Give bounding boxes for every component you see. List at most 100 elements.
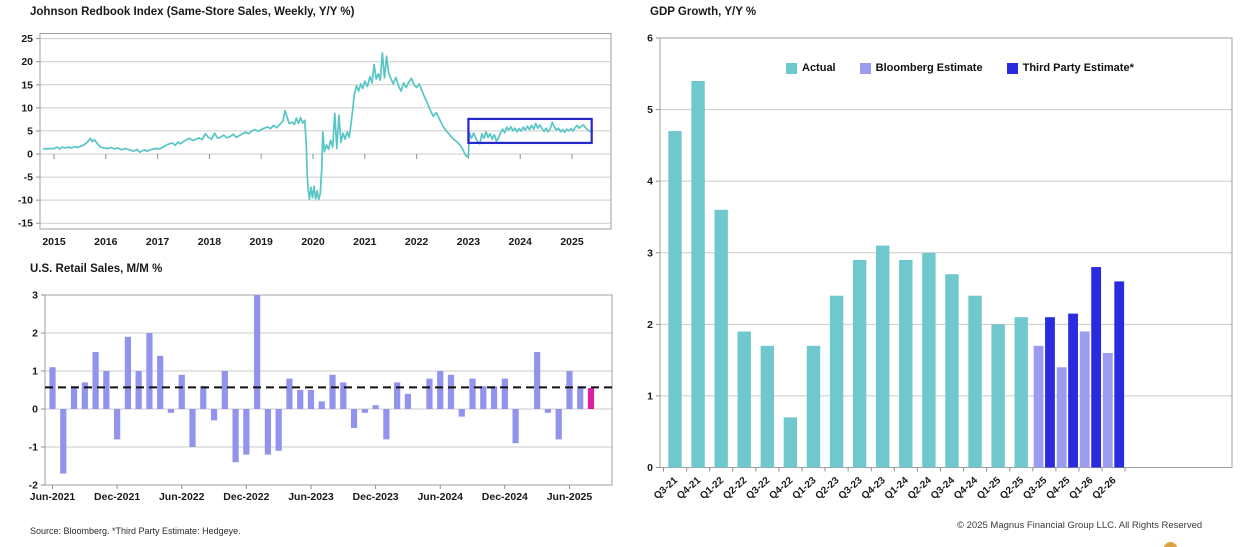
svg-text:0: 0 [27,149,33,161]
retail-bar [178,374,185,409]
svg-text:2023: 2023 [457,236,481,248]
legend-item-third-party-estimate: Third Party Estimate* [1006,62,1134,74]
gdp-actual-bar [783,417,798,468]
svg-text:Q4-24: Q4-24 [952,475,980,502]
retail-bar [243,409,250,455]
retail-bar [307,390,315,409]
retail-bar [286,378,293,409]
retail-bar [340,382,347,409]
retail-sales-chart-title: U.S. Retail Sales, M/M % [30,263,163,275]
bloomberg-estimate-series-swatch-icon [859,62,871,74]
retail-bar [189,409,196,447]
retail-bar [210,409,218,421]
svg-text:Jun-2025: Jun-2025 [547,491,593,503]
partial-logo-icon [1163,542,1178,547]
svg-text:Q3-24: Q3-24 [929,475,957,502]
gdp-bars [668,80,1125,468]
svg-text:Dec-2021: Dec-2021 [94,491,140,503]
retail-bar [404,393,412,409]
svg-text:Q2-24: Q2-24 [906,475,934,502]
gdp-bloomberg-estimate-bar [1056,367,1067,468]
svg-text:2: 2 [647,319,653,331]
retail-bar [200,386,207,409]
svg-text:Q3-21: Q3-21 [652,475,680,502]
svg-text:2019: 2019 [250,236,274,248]
svg-text:6: 6 [647,33,653,45]
svg-text:3: 3 [32,290,38,302]
retail-bar [232,409,239,463]
svg-text:Q3-23: Q3-23 [837,475,865,502]
svg-text:Q3-25: Q3-25 [1021,475,1049,502]
svg-text:2025: 2025 [560,236,584,248]
svg-text:Q1-26: Q1-26 [1067,475,1095,502]
legend-item-actual: Actual [786,62,836,74]
gdp-actual-bar [806,345,821,468]
gdp-actual-bar [968,295,982,468]
svg-text:2017: 2017 [146,236,170,248]
legend-label: Bloomberg Estimate [875,62,983,74]
svg-text:Q1-25: Q1-25 [975,475,1003,502]
svg-text:Q4-22: Q4-22 [767,475,795,502]
source-note: Source: Bloomberg. *Third Party Estimate… [30,526,241,536]
gdp-chart-title: GDP Growth, Y/Y % [650,6,757,18]
svg-text:Dec-2022: Dec-2022 [223,491,269,503]
svg-text:Q1-24: Q1-24 [883,475,911,502]
gdp-legend: Actual Bloomberg Estimate Third Party Es… [786,62,1134,74]
svg-text:Jun-2022: Jun-2022 [159,491,205,503]
svg-text:-5: -5 [24,172,33,184]
gdp-chart: 0123456Q3-21Q4-21Q1-22Q2-22Q3-22Q4-22Q1-… [647,33,1233,502]
gdp-bloomberg-estimate-bar [1079,331,1090,468]
third-party-estimate-series-swatch-icon [1006,62,1018,74]
svg-text:Jun-2021: Jun-2021 [30,491,76,503]
svg-text:2018: 2018 [198,236,222,248]
retail-bar [361,409,368,413]
retail-bar [114,409,121,440]
gdp-actual-bar [668,131,682,468]
redbook-series-line [42,52,591,201]
retail-bar [383,409,390,440]
svg-text:1: 1 [32,366,38,378]
svg-text:-2: -2 [29,480,38,492]
retail-bar [135,371,142,409]
retail-bar [146,333,153,409]
svg-text:Jun-2023: Jun-2023 [288,491,334,503]
retail-bar [264,409,271,455]
svg-text:Q2-25: Q2-25 [998,475,1026,502]
svg-text:Jun-2024: Jun-2024 [417,491,463,503]
legend-label: Third Party Estimate* [1022,62,1134,74]
svg-text:Dec-2023: Dec-2023 [353,491,399,503]
svg-text:2020: 2020 [301,236,325,248]
retail-bar [254,295,261,409]
svg-text:Q4-25: Q4-25 [1044,475,1072,502]
retail-bar [221,371,228,409]
gdp-actual-bar [1014,317,1028,468]
svg-text:Q1-22: Q1-22 [698,475,726,502]
gdp-actual-bar [737,331,751,468]
actual-series-swatch-icon [786,62,797,74]
gdp-actual-bar [876,245,890,468]
svg-text:2: 2 [32,328,38,340]
retail-bar [437,371,444,409]
svg-text:Q4-23: Q4-23 [860,475,888,502]
svg-text:Q1-23: Q1-23 [790,475,818,502]
retail-bar [297,390,304,409]
retail-bar [566,371,573,409]
svg-text:-15: -15 [18,218,33,230]
retail-bar [167,409,175,413]
svg-text:2015: 2015 [42,236,66,248]
gdp-actual-bar [991,324,1005,468]
gdp-actual-bar [922,252,936,468]
retail-bar [329,374,336,409]
legend-item-bloomberg-estimate: Bloomberg Estimate [859,62,983,74]
gdp-bloomberg-estimate-bar [1033,345,1044,468]
legend-label: Actual [802,62,836,74]
retail-bar [447,374,455,409]
retail-bar [70,386,78,409]
svg-text:20: 20 [21,56,33,68]
svg-text:5: 5 [27,125,33,137]
gdp-bloomberg-estimate-bar [1102,352,1113,468]
retail-bar [577,386,584,409]
gdp-third-party-estimate-bar [1114,281,1125,468]
